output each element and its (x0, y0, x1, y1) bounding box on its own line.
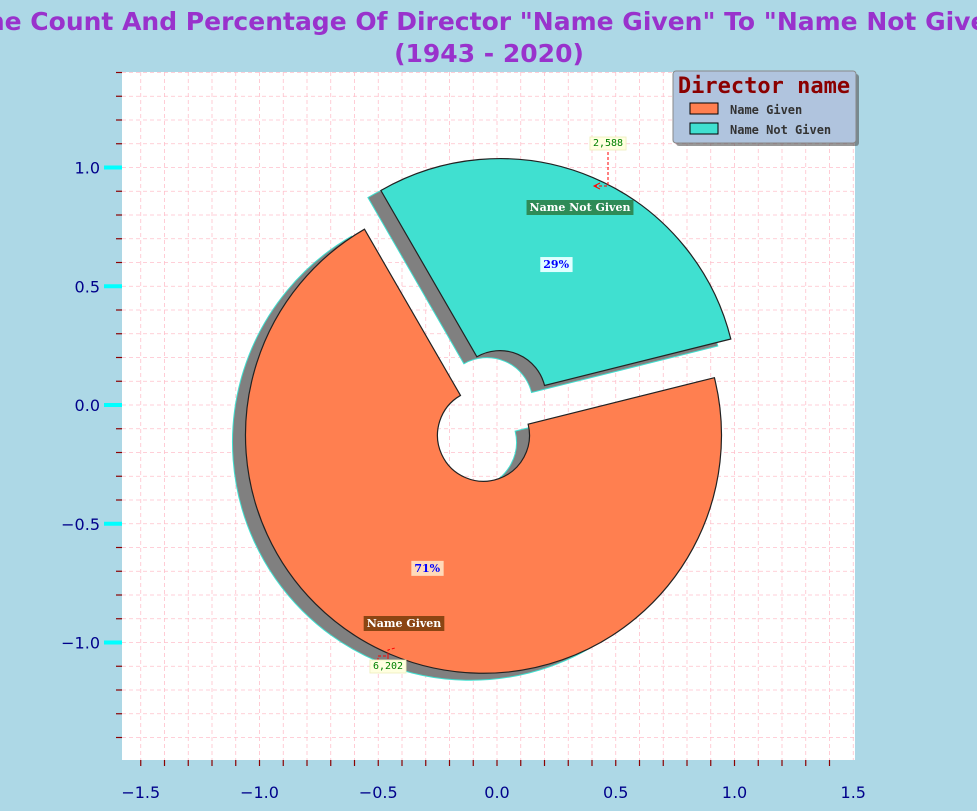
svg-text:29%: 29% (543, 258, 569, 271)
x-tick-label: −1.5 (121, 783, 160, 802)
slice-name-given (244, 228, 723, 674)
slice-name-label-name-given: Name Given (363, 616, 445, 631)
y-tick-label: 0.5 (75, 277, 100, 296)
slice-name-label-name-not-given: Name Not Given (526, 200, 634, 215)
count-label-name-not-given: 2,588 (589, 136, 627, 151)
svg-text:Name Given: Name Given (367, 617, 442, 630)
chart-title-line-2: (1943 - 2020) (394, 39, 584, 68)
x-tick-label: 1.5 (841, 783, 866, 802)
x-tick-label: −1.0 (240, 783, 279, 802)
legend-swatch-name-given (689, 102, 719, 115)
legend-swatch-name-not-given (689, 122, 719, 135)
svg-text:71%: 71% (414, 562, 440, 575)
y-tick-label: −1.0 (61, 634, 100, 653)
legend-box (672, 70, 857, 144)
count-arrow-name-not-given (594, 152, 609, 187)
count-arrow-name-given (377, 647, 396, 661)
percent-label-name-given: 71% (411, 560, 444, 576)
count-arrowhead-name-not-given (592, 182, 601, 190)
axes: −1.5 −1.0 −0.5 0.0 0.5 1.0 1.5 1.0 0.5 0.0 −0.5 −1.… (61, 71, 866, 802)
y-tick-label: −0.5 (61, 515, 100, 534)
slice-name-not-given (380, 158, 732, 387)
legend-label-name-not-given: Name Not Given (730, 123, 831, 137)
svg-text:2,588: 2,588 (593, 138, 623, 149)
slices (244, 158, 732, 674)
svg-text:6,202: 6,202 (373, 661, 403, 672)
x-tick-label: 0.0 (484, 783, 509, 802)
chart-title-line-1: The Count And Percentage Of Director "Na… (0, 7, 977, 36)
y-tick-label: 1.0 (75, 159, 100, 178)
svg-text:Name Not Given: Name Not Given (530, 201, 631, 214)
y-tick-label: 0.0 (75, 396, 100, 415)
x-tick-label: 1.0 (722, 783, 747, 802)
x-tick-label: 0.5 (603, 783, 628, 802)
slice-labels: 71% Name Given 6,202 29% Name Not Given 2,588 (363, 136, 634, 674)
x-tick-label: −0.5 (359, 783, 398, 802)
legend-label-name-given: Name Given (730, 103, 802, 117)
percent-label-name-not-given: 29% (540, 257, 573, 273)
legend-title: Director name (678, 74, 850, 99)
count-label-name-given: 6,202 (369, 659, 407, 674)
legend: Director name Name Given Name Not Given (672, 70, 859, 146)
